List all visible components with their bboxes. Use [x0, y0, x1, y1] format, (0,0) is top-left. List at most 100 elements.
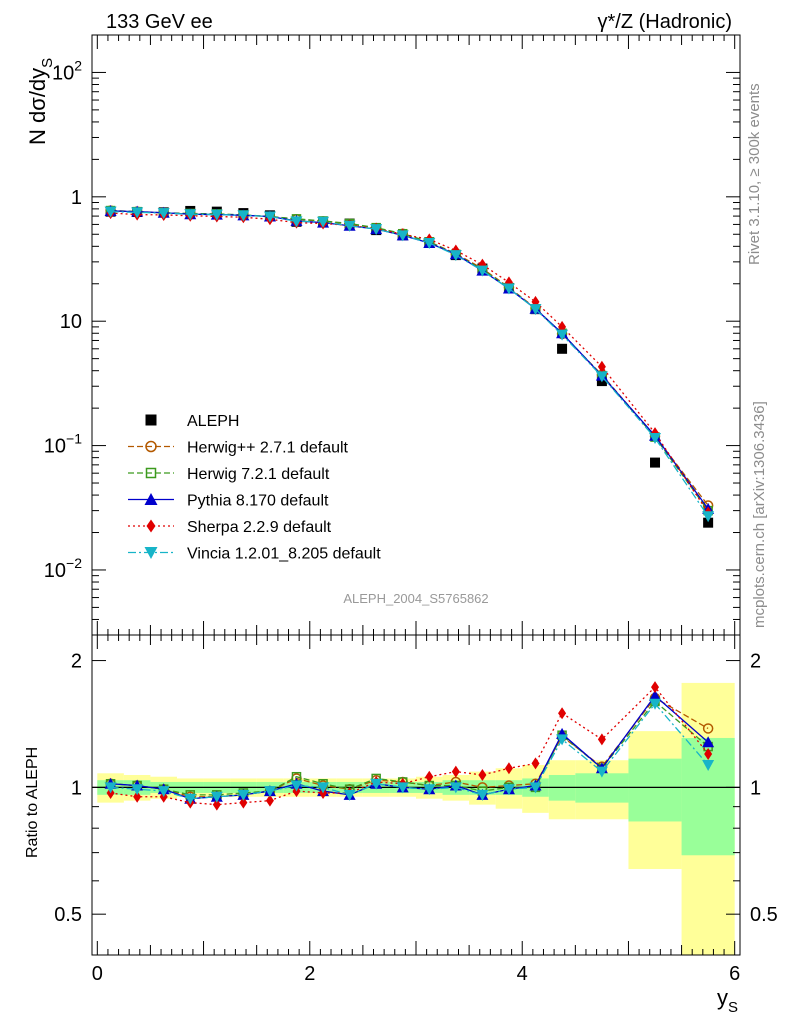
main-point [703, 517, 714, 528]
ratio-point [370, 778, 383, 790]
main-point [650, 457, 661, 468]
main-ylabel: N dσ/dyS [25, 58, 56, 145]
legend-marker [145, 467, 157, 479]
ratio-point [529, 782, 542, 794]
main-line-1 [110, 209, 709, 506]
svg-text:N dσ/dyS: N dσ/dyS [25, 58, 56, 145]
ratio-point [210, 791, 223, 803]
main-point [449, 250, 462, 262]
ratio-point [476, 789, 489, 801]
ratio-point [531, 757, 540, 770]
xtick-label: 6 [729, 963, 740, 985]
ratio-ytick-label-right: 0.5 [750, 904, 778, 926]
main-point [184, 209, 197, 221]
rivet-label: Rivet 3.1.10, ≥ 300k events [746, 83, 763, 265]
main-point [370, 224, 383, 236]
main-point [104, 206, 117, 218]
ratio-point [478, 768, 487, 781]
ratio-point [239, 796, 248, 809]
main-point [343, 220, 356, 232]
ratio-line-4 [110, 702, 709, 800]
ratio-point [131, 784, 144, 796]
main-ytick-label: 10 [60, 311, 82, 333]
main-point [597, 360, 606, 373]
main-point [263, 211, 276, 223]
main-point [237, 210, 250, 222]
legend-label: Sherpa 2.2.9 default [187, 519, 332, 536]
main-ytick-label: 10−2 [44, 555, 82, 582]
ratio-point [184, 793, 197, 805]
main-axes: 102 1 10 10−1 10−2 [44, 34, 740, 636]
main-ytick-label: 102 [52, 57, 82, 84]
ratio-point [651, 681, 660, 694]
ratio-point [449, 782, 462, 794]
legend-marker [144, 547, 158, 559]
legend-marker [146, 519, 156, 533]
main-ytick-label: 1 [71, 187, 82, 209]
ratio-series [104, 681, 715, 811]
ratio-ytick-label-right: 1 [750, 777, 761, 799]
ratio-point [504, 762, 513, 775]
main-ytick-label: 10−1 [44, 431, 82, 458]
header-left: 133 GeV ee [106, 11, 213, 33]
main-point [290, 216, 303, 228]
ratio-point [157, 786, 170, 798]
ratio-point [317, 782, 330, 794]
ratio-point [263, 786, 276, 798]
legend-label: Pythia 8.170 default [187, 493, 329, 510]
legend-label: Herwig 7.2.1 default [187, 466, 330, 483]
ratio-point [265, 794, 274, 807]
ratio-point [702, 723, 714, 734]
ratio-uncertainty-bands [92, 682, 740, 955]
legend-marker [145, 440, 157, 453]
main-point [157, 208, 170, 220]
ratio-point [702, 760, 715, 772]
ratio-point [133, 790, 142, 803]
ratio-point [595, 766, 608, 778]
main-point [529, 304, 542, 316]
ratio-ytick-label-left: 0.5 [54, 904, 82, 926]
ratio-ytick-label-left: 2 [71, 651, 82, 673]
ratio-point [237, 789, 250, 801]
main-point [131, 207, 144, 219]
ratio-point [104, 782, 117, 794]
xtick-label: 0 [92, 963, 103, 985]
ratio-point [558, 707, 567, 720]
ratio-point [290, 780, 303, 792]
ratio-ytick-label-left: 1 [71, 777, 82, 799]
main-line-3 [110, 210, 709, 510]
ratio-ylabel: Ratio to ALEPH [24, 747, 41, 858]
header-right: γ*/Z (Hadronic) [598, 11, 732, 33]
ratio-axes: 2 2 1 1 0.5 0.5 0 2 4 6 [54, 635, 778, 985]
ratio-point [425, 770, 434, 783]
legend: ALEPH Herwig++ 2.7.1 default Herwig 7.2.1 … [128, 413, 381, 563]
main-point [210, 209, 223, 221]
main-point [476, 265, 489, 277]
ratio-band-inner [628, 758, 682, 822]
ratio-point [704, 748, 713, 761]
main-point [595, 371, 608, 383]
ratio-point [451, 765, 460, 778]
ratio-point [649, 689, 662, 701]
ratio-point [343, 789, 356, 801]
xlabel: yS [717, 985, 738, 1016]
ratio-point [649, 698, 662, 710]
analysis-watermark: ALEPH_2004_S5765862 [343, 591, 488, 606]
main-point [702, 511, 715, 523]
main-point [396, 230, 409, 242]
xtick-label: 4 [517, 963, 528, 985]
ratio-point [597, 733, 606, 746]
legend-marker [144, 493, 158, 505]
main-point [649, 433, 662, 445]
main-line-5 [110, 210, 709, 517]
xtick-label: 2 [304, 963, 315, 985]
legend-label: ALEPH [187, 413, 239, 430]
ratio-frame [91, 634, 741, 956]
legend-marker [145, 414, 157, 426]
ratio-point [212, 798, 221, 811]
main-point [317, 216, 330, 228]
ratio-ytick-label-right: 2 [750, 651, 761, 673]
ratio-point [423, 784, 436, 796]
ratio-point [556, 734, 569, 746]
